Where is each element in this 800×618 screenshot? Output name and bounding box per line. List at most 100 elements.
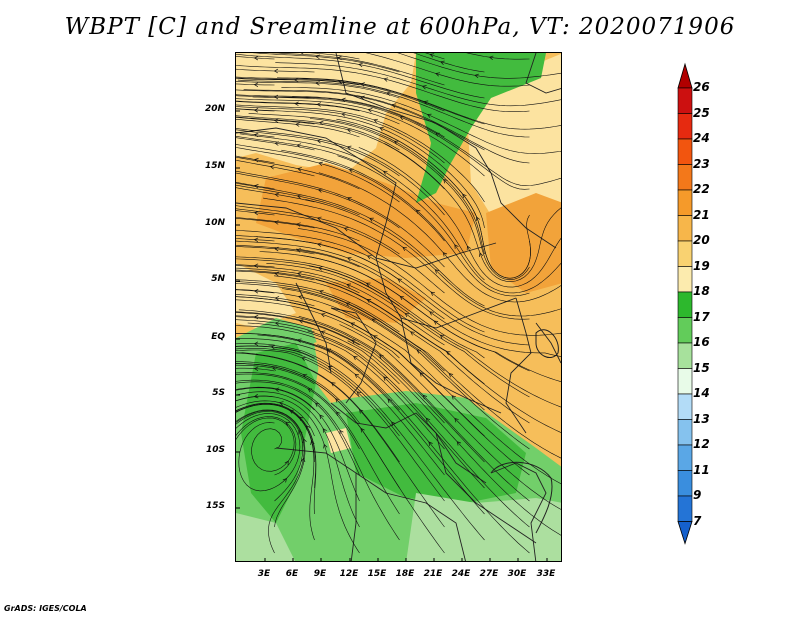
colorbar-label: 23	[693, 156, 710, 171]
streamline-arrow	[360, 95, 365, 100]
streamline-arrow	[296, 248, 301, 253]
streamline-arrow	[369, 217, 374, 222]
lat-label: 10N	[204, 218, 225, 228]
border-line	[330, 307, 377, 404]
colorbar-label: 12	[693, 437, 710, 451]
colorbar-label: 22	[693, 182, 710, 196]
grads-credit: GrADS: IGES/COLA	[4, 604, 87, 613]
streamline-arrow	[300, 457, 306, 463]
lat-label: EQ	[211, 332, 225, 342]
streamline-arrow	[323, 443, 328, 449]
lon-label: 6E	[285, 569, 299, 579]
streamline-arrow	[296, 143, 302, 148]
border-line	[505, 297, 532, 434]
colorbar-label: 26	[693, 80, 710, 94]
streamline	[236, 364, 315, 385]
streamline-arrow	[310, 440, 315, 445]
streamline-arrow	[382, 170, 388, 175]
colorbar-segment	[677, 138, 693, 165]
streamline-arrow	[397, 278, 403, 283]
streamline-arrow	[253, 263, 259, 268]
wbpt-region	[236, 513, 295, 561]
streamline	[236, 147, 400, 203]
colorbar-label: 24	[693, 131, 710, 145]
axis-ticks	[236, 110, 548, 561]
colorbar-label: 14	[693, 386, 710, 400]
colorbar-segment	[677, 495, 693, 522]
streamline	[269, 53, 445, 86]
lon-label: 27E	[479, 569, 499, 579]
streamline	[236, 373, 360, 450]
colorbar-segment	[677, 164, 693, 191]
streamline-arrow	[285, 421, 290, 426]
border-line	[435, 432, 537, 544]
streamline	[236, 347, 445, 502]
streamline	[236, 269, 485, 385]
streamline-arrow	[284, 460, 289, 466]
lon-label: 30E	[507, 569, 527, 579]
streamline	[236, 361, 360, 424]
streamline-arrow	[386, 91, 391, 96]
streamline-arrow	[410, 331, 415, 336]
streamline	[236, 281, 445, 372]
streamline-arrow	[341, 112, 346, 117]
colorbar-label: 15	[693, 360, 710, 375]
lon-label: 18E	[395, 569, 415, 579]
streamline-arrow	[434, 269, 440, 274]
streamline-arrow	[439, 334, 445, 339]
streamline-arrow	[454, 244, 459, 249]
streamline-arrow	[297, 167, 302, 172]
streamline-arrow	[300, 53, 304, 55]
streamline-arrow	[462, 193, 467, 199]
streamline-arrow	[429, 53, 435, 58]
streamline	[236, 229, 485, 333]
streamline-arrow	[367, 108, 373, 113]
colorbar-segment	[677, 317, 693, 344]
streamline-arrow	[297, 295, 303, 300]
lon-label: 3E	[257, 569, 271, 579]
streamline-arrow	[454, 417, 459, 423]
streamline-arrow	[296, 271, 302, 277]
streamline-arrow	[253, 82, 259, 87]
streamline-arrow	[478, 252, 484, 257]
streamline	[236, 205, 400, 255]
streamline-arrow	[451, 395, 456, 400]
streamline-arrow	[274, 296, 280, 301]
streamlines	[236, 53, 561, 554]
streamline-arrow	[419, 372, 424, 377]
streamline	[236, 279, 400, 333]
streamline	[236, 402, 317, 515]
lat-label: 5S	[212, 388, 225, 398]
wbpt-region	[346, 403, 526, 503]
streamline-arrow	[322, 428, 327, 433]
streamline-arrow	[360, 82, 365, 87]
streamline-arrow	[347, 196, 352, 202]
streamline	[236, 316, 400, 385]
streamline-arrow	[443, 179, 448, 184]
streamline-arrow	[296, 222, 301, 227]
lat-label: 15N	[204, 161, 225, 171]
streamline-arrow	[253, 237, 259, 242]
streamline-arrow	[415, 209, 421, 214]
streamline-arrow	[302, 373, 308, 378]
streamline	[236, 77, 445, 112]
streamline-arrow	[404, 313, 410, 318]
streamline-arrow	[343, 227, 349, 232]
streamline-arrow	[337, 55, 342, 61]
streamline	[236, 338, 445, 476]
streamline-arrow	[366, 255, 372, 260]
streamline-arrow	[318, 161, 323, 167]
streamline	[236, 89, 485, 151]
streamline-arrow	[273, 94, 279, 100]
streamline-arrow	[360, 427, 365, 433]
streamline-arrow	[339, 429, 344, 435]
colorbar-label: 21	[693, 207, 710, 222]
colorbar-label: 19	[693, 258, 710, 273]
border-line	[475, 147, 557, 249]
streamline-arrow	[428, 441, 433, 446]
colorbar-segment	[677, 291, 693, 318]
lon-label: 12E	[339, 569, 359, 579]
streamline	[413, 53, 485, 73]
colorbar-segment	[677, 444, 693, 471]
streamline-arrow	[330, 382, 336, 387]
